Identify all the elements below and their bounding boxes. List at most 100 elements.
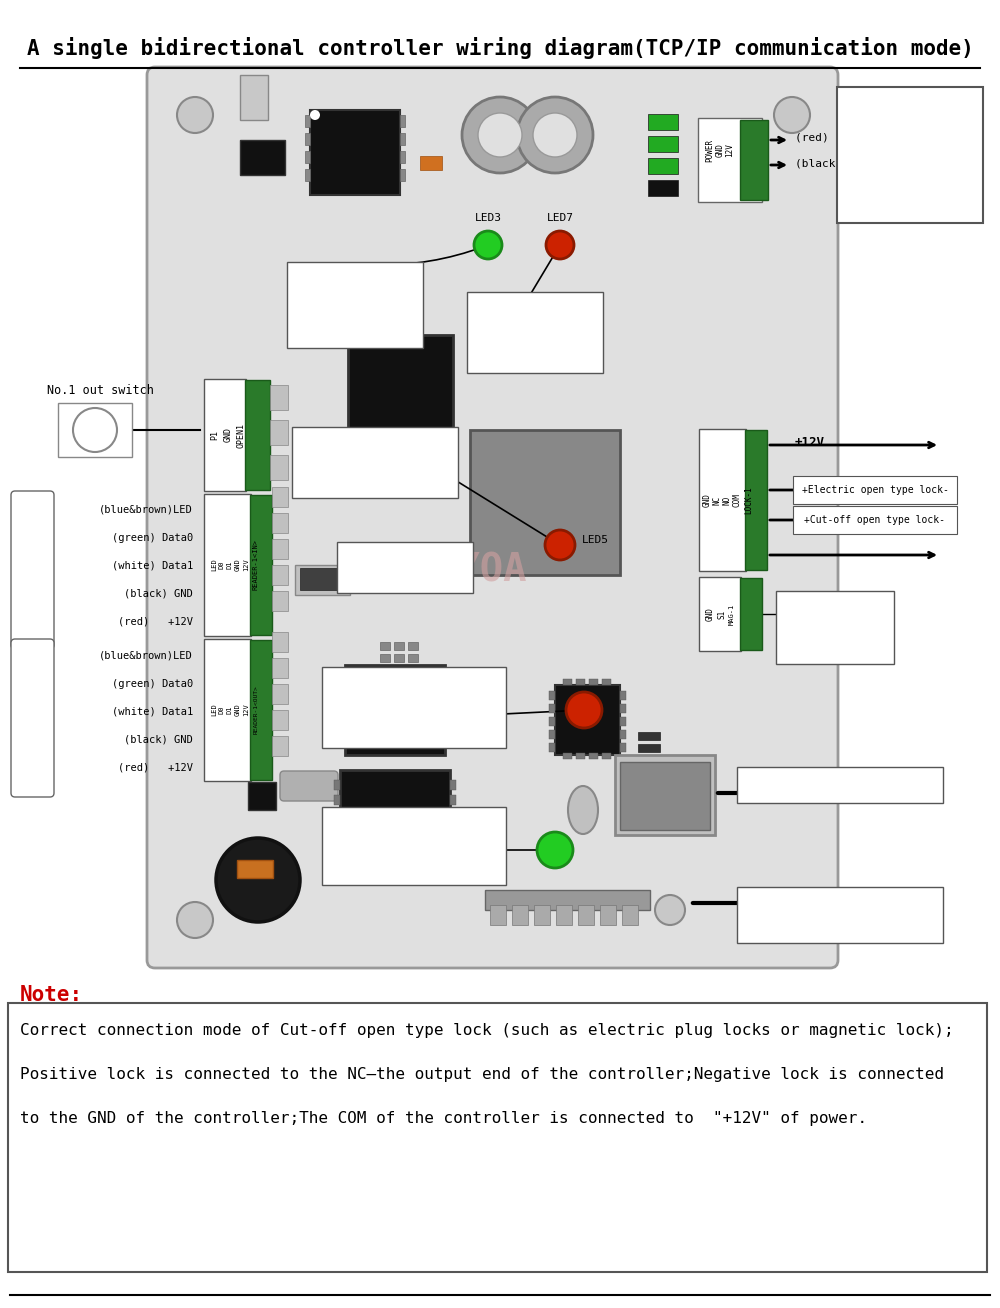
Bar	[272, 710, 288, 730]
Bar	[250, 494, 272, 634]
Text: Magnetic
input: Magnetic input	[805, 611, 865, 640]
FancyBboxPatch shape	[204, 640, 251, 781]
Bar	[600, 905, 616, 925]
Bar	[305, 150, 310, 164]
Bar	[450, 780, 456, 790]
Bar	[394, 642, 404, 650]
Text: POWER: POWER	[706, 139, 714, 162]
Text: GND: GND	[235, 559, 241, 572]
Text: GND: GND	[716, 143, 724, 157]
Text: No.1 out switch: No.1 out switch	[47, 383, 153, 396]
Bar	[300, 568, 345, 590]
Text: Correct connection mode of Cut-off open type lock (such as electric plug locks o: Correct connection mode of Cut-off open …	[20, 1023, 954, 1039]
Text: P1: P1	[210, 430, 220, 439]
Bar	[380, 642, 390, 650]
Bar	[348, 335, 453, 436]
Bar	[240, 75, 268, 120]
Bar	[578, 905, 594, 925]
Bar	[270, 385, 288, 409]
Bar	[602, 679, 611, 685]
Bar	[400, 169, 405, 181]
FancyBboxPatch shape	[837, 88, 983, 222]
Bar	[408, 654, 418, 662]
Text: NO: NO	[722, 496, 732, 505]
Text: No.1 door card reader: No.1 door card reader	[27, 657, 37, 780]
Text: Flash means control board
is receiving date;Lighting
means cotrol board and net-: Flash means control board is receiving d…	[335, 684, 493, 729]
FancyBboxPatch shape	[147, 67, 838, 968]
Text: LED: LED	[211, 559, 217, 572]
Text: +Electric open type lock-: +Electric open type lock-	[802, 485, 948, 494]
Bar	[620, 717, 626, 726]
Bar	[408, 666, 418, 674]
Text: GND: GND	[702, 493, 712, 508]
Bar	[485, 889, 650, 910]
Bar	[340, 770, 450, 865]
Text: LED7: LED7	[546, 213, 574, 222]
Circle shape	[566, 692, 602, 729]
Bar	[648, 181, 678, 196]
Text: (green) Data0: (green) Data0	[112, 679, 193, 689]
Bar	[334, 810, 340, 820]
Text: +12V: +12V	[795, 437, 825, 450]
Bar	[740, 578, 762, 650]
Text: (red)   +12V: (red) +12V	[118, 763, 193, 773]
Text: (blue&brown)LED: (blue&brown)LED	[99, 651, 193, 661]
FancyBboxPatch shape	[292, 426, 458, 498]
Circle shape	[537, 832, 573, 869]
Bar	[745, 430, 767, 570]
Bar	[620, 743, 626, 752]
Bar	[602, 753, 611, 759]
Bar	[638, 780, 660, 787]
Bar	[380, 654, 390, 662]
Text: +Cut-off open type lock-: +Cut-off open type lock-	[804, 515, 946, 525]
FancyBboxPatch shape	[776, 591, 894, 664]
Circle shape	[73, 408, 117, 453]
Bar	[450, 795, 456, 804]
Bar	[549, 717, 555, 726]
Bar	[589, 679, 598, 685]
Text: LED: LED	[211, 704, 217, 717]
Bar	[620, 763, 710, 831]
Bar	[400, 133, 405, 145]
Bar	[272, 658, 288, 678]
Text: NC: NC	[712, 496, 722, 505]
Bar	[305, 115, 310, 127]
Text: Positive lock is connected to the NC—the output end of the controller;Negative l: Positive lock is connected to the NC—the…	[20, 1067, 944, 1082]
FancyBboxPatch shape	[698, 118, 762, 201]
Bar	[408, 642, 418, 650]
Text: Flash means control board
is sending date;Lighting
means cotrol board isn't
send: Flash means control board is sending dat…	[341, 821, 487, 866]
FancyBboxPatch shape	[204, 494, 251, 636]
FancyBboxPatch shape	[322, 667, 506, 748]
Bar	[270, 420, 288, 445]
Text: 12V: 12V	[726, 143, 734, 157]
Text: GND: GND	[224, 428, 232, 442]
Text: LED5
lighting means open;
No Light means lock-off: LED5 lighting means open; No Light means…	[303, 443, 447, 476]
Bar	[638, 744, 660, 752]
Ellipse shape	[568, 786, 598, 835]
Bar	[400, 115, 405, 127]
Bar	[534, 905, 550, 925]
FancyBboxPatch shape	[204, 379, 246, 490]
Circle shape	[533, 112, 577, 157]
Bar	[334, 825, 340, 835]
Text: 12V: 12V	[243, 559, 249, 572]
Text: GND: GND	[896, 154, 924, 170]
Bar	[615, 755, 715, 835]
Text: D0: D0	[219, 561, 225, 569]
Text: D0: D0	[219, 706, 225, 714]
Text: 12V: 12V	[243, 704, 249, 717]
Bar	[394, 666, 404, 674]
Bar	[740, 120, 768, 200]
Bar	[576, 753, 585, 759]
Bar	[334, 780, 340, 790]
Bar	[589, 753, 598, 759]
Text: (green) Data0: (green) Data0	[112, 532, 193, 543]
Circle shape	[545, 530, 575, 560]
Text: GND: GND	[706, 607, 714, 621]
Text: Power: Power	[883, 191, 937, 209]
Text: D1: D1	[227, 706, 233, 714]
Bar	[638, 768, 660, 776]
Text: (red)   +12V: (red) +12V	[795, 133, 876, 143]
FancyBboxPatch shape	[793, 506, 957, 534]
FancyBboxPatch shape	[737, 766, 943, 803]
